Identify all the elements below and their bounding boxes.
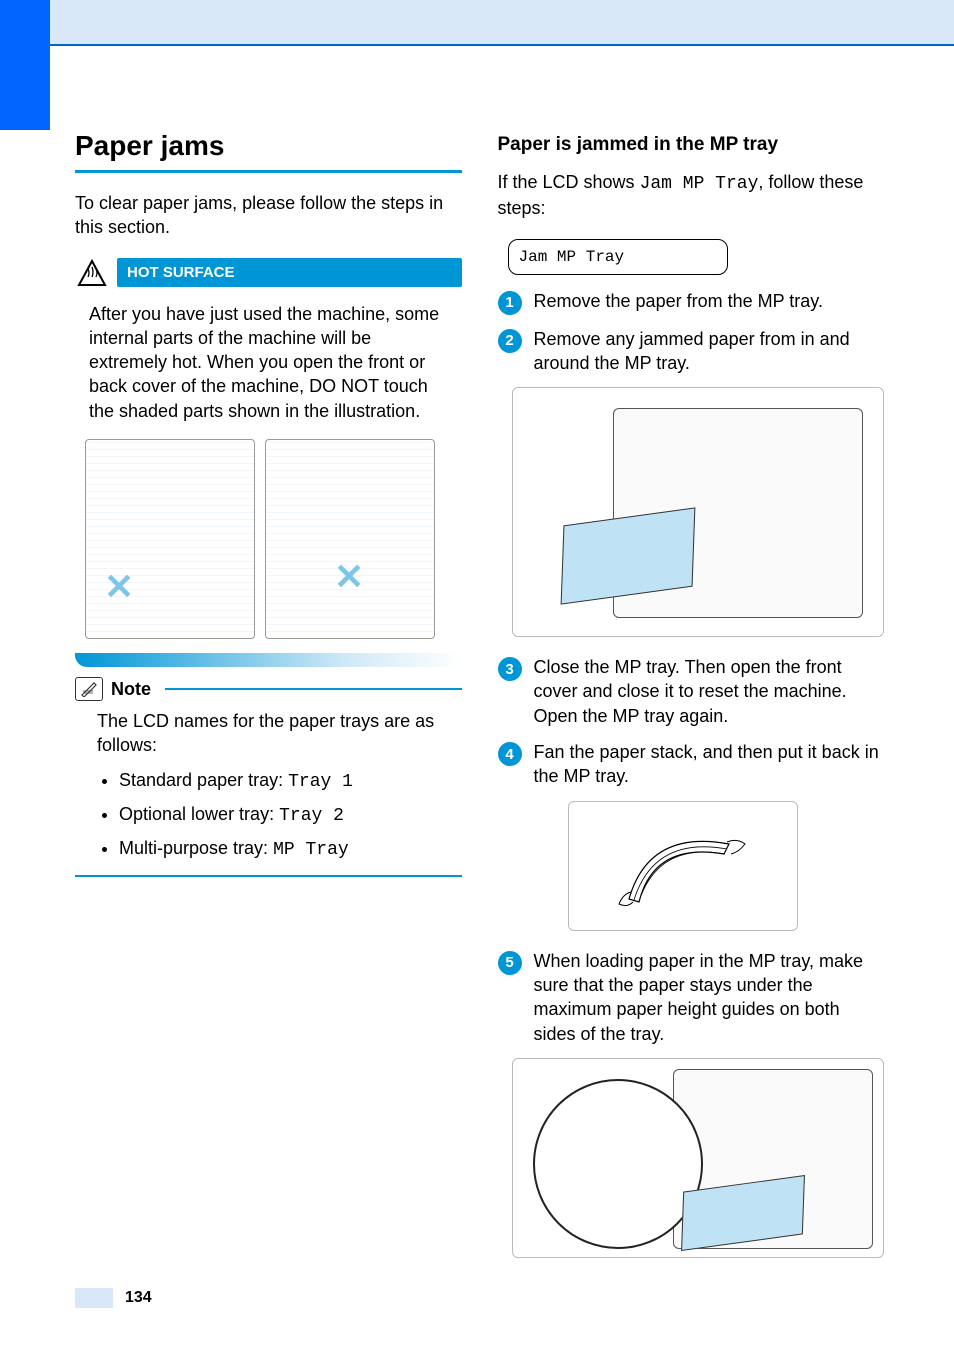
hot-surface-body: After you have just used the machine, so… xyxy=(89,302,454,423)
side-tab xyxy=(0,0,50,130)
diagram-printer-back xyxy=(265,439,435,639)
note-body: The LCD names for the paper trays are as… xyxy=(97,709,454,862)
note-swoosh xyxy=(75,653,462,667)
step-text-5: When loading paper in the MP tray, make … xyxy=(534,949,885,1046)
hot-surface-label: HOT SURFACE xyxy=(117,258,462,287)
page-header-bar xyxy=(0,0,954,46)
note-item-2: Optional lower tray: Tray 2 xyxy=(119,802,454,828)
intro-paragraph: To clear paper jams, please follow the s… xyxy=(75,191,462,240)
note-header: Note xyxy=(75,669,462,699)
left-column: Paper jams To clear paper jams, please f… xyxy=(75,130,462,1348)
step-1: 1 Remove the paper from the MP tray. xyxy=(498,289,885,315)
step-number-3: 3 xyxy=(498,657,522,681)
note-end-rule xyxy=(75,875,462,877)
lcd-display: Jam MP Tray xyxy=(508,239,728,275)
note-item-3: Multi-purpose tray: MP Tray xyxy=(119,836,454,862)
right-column: Paper is jammed in the MP tray If the LC… xyxy=(498,130,885,1348)
warning-icon xyxy=(75,258,109,288)
title-rule xyxy=(75,170,462,173)
step-4: 4 Fan the paper stack, and then put it b… xyxy=(498,740,885,789)
note-icon xyxy=(75,677,103,701)
step-number-1: 1 xyxy=(498,291,522,315)
note-rule xyxy=(165,688,462,690)
page-number-value: 134 xyxy=(125,1289,152,1307)
step-number-5: 5 xyxy=(498,951,522,975)
page-number: 134 xyxy=(75,1288,152,1308)
illustration-remove-paper xyxy=(512,387,885,637)
hot-surface-label-row: HOT SURFACE xyxy=(75,258,462,288)
section-title: Paper jams xyxy=(75,130,462,162)
step-5: 5 When loading paper in the MP tray, mak… xyxy=(498,949,885,1046)
hot-surface-diagrams xyxy=(85,439,462,639)
note-item-1: Standard paper tray: Tray 1 xyxy=(119,768,454,794)
step-text-4: Fan the paper stack, and then put it bac… xyxy=(534,740,885,789)
page-content: Paper jams To clear paper jams, please f… xyxy=(75,130,884,1348)
diagram-printer-front xyxy=(85,439,255,639)
step-3: 3 Close the MP tray. Then open the front… xyxy=(498,655,885,728)
step-text-2: Remove any jammed paper from in and arou… xyxy=(534,327,885,376)
subsection-title: Paper is jammed in the MP tray xyxy=(498,134,885,156)
step-2: 2 Remove any jammed paper from in and ar… xyxy=(498,327,885,376)
subsection-intro: If the LCD shows Jam MP Tray, follow the… xyxy=(498,170,885,221)
illustration-load-paper xyxy=(512,1058,885,1258)
step-number-4: 4 xyxy=(498,742,522,766)
step-text-1: Remove the paper from the MP tray. xyxy=(534,289,823,315)
step-number-2: 2 xyxy=(498,329,522,353)
note-intro: The LCD names for the paper trays are as… xyxy=(97,711,434,755)
note-list: Standard paper tray: Tray 1 Optional low… xyxy=(119,768,454,863)
illustration-fan-paper xyxy=(568,801,798,931)
note-label: Note xyxy=(111,679,151,700)
page-number-bar xyxy=(75,1288,113,1308)
step-text-3: Close the MP tray. Then open the front c… xyxy=(534,655,885,728)
